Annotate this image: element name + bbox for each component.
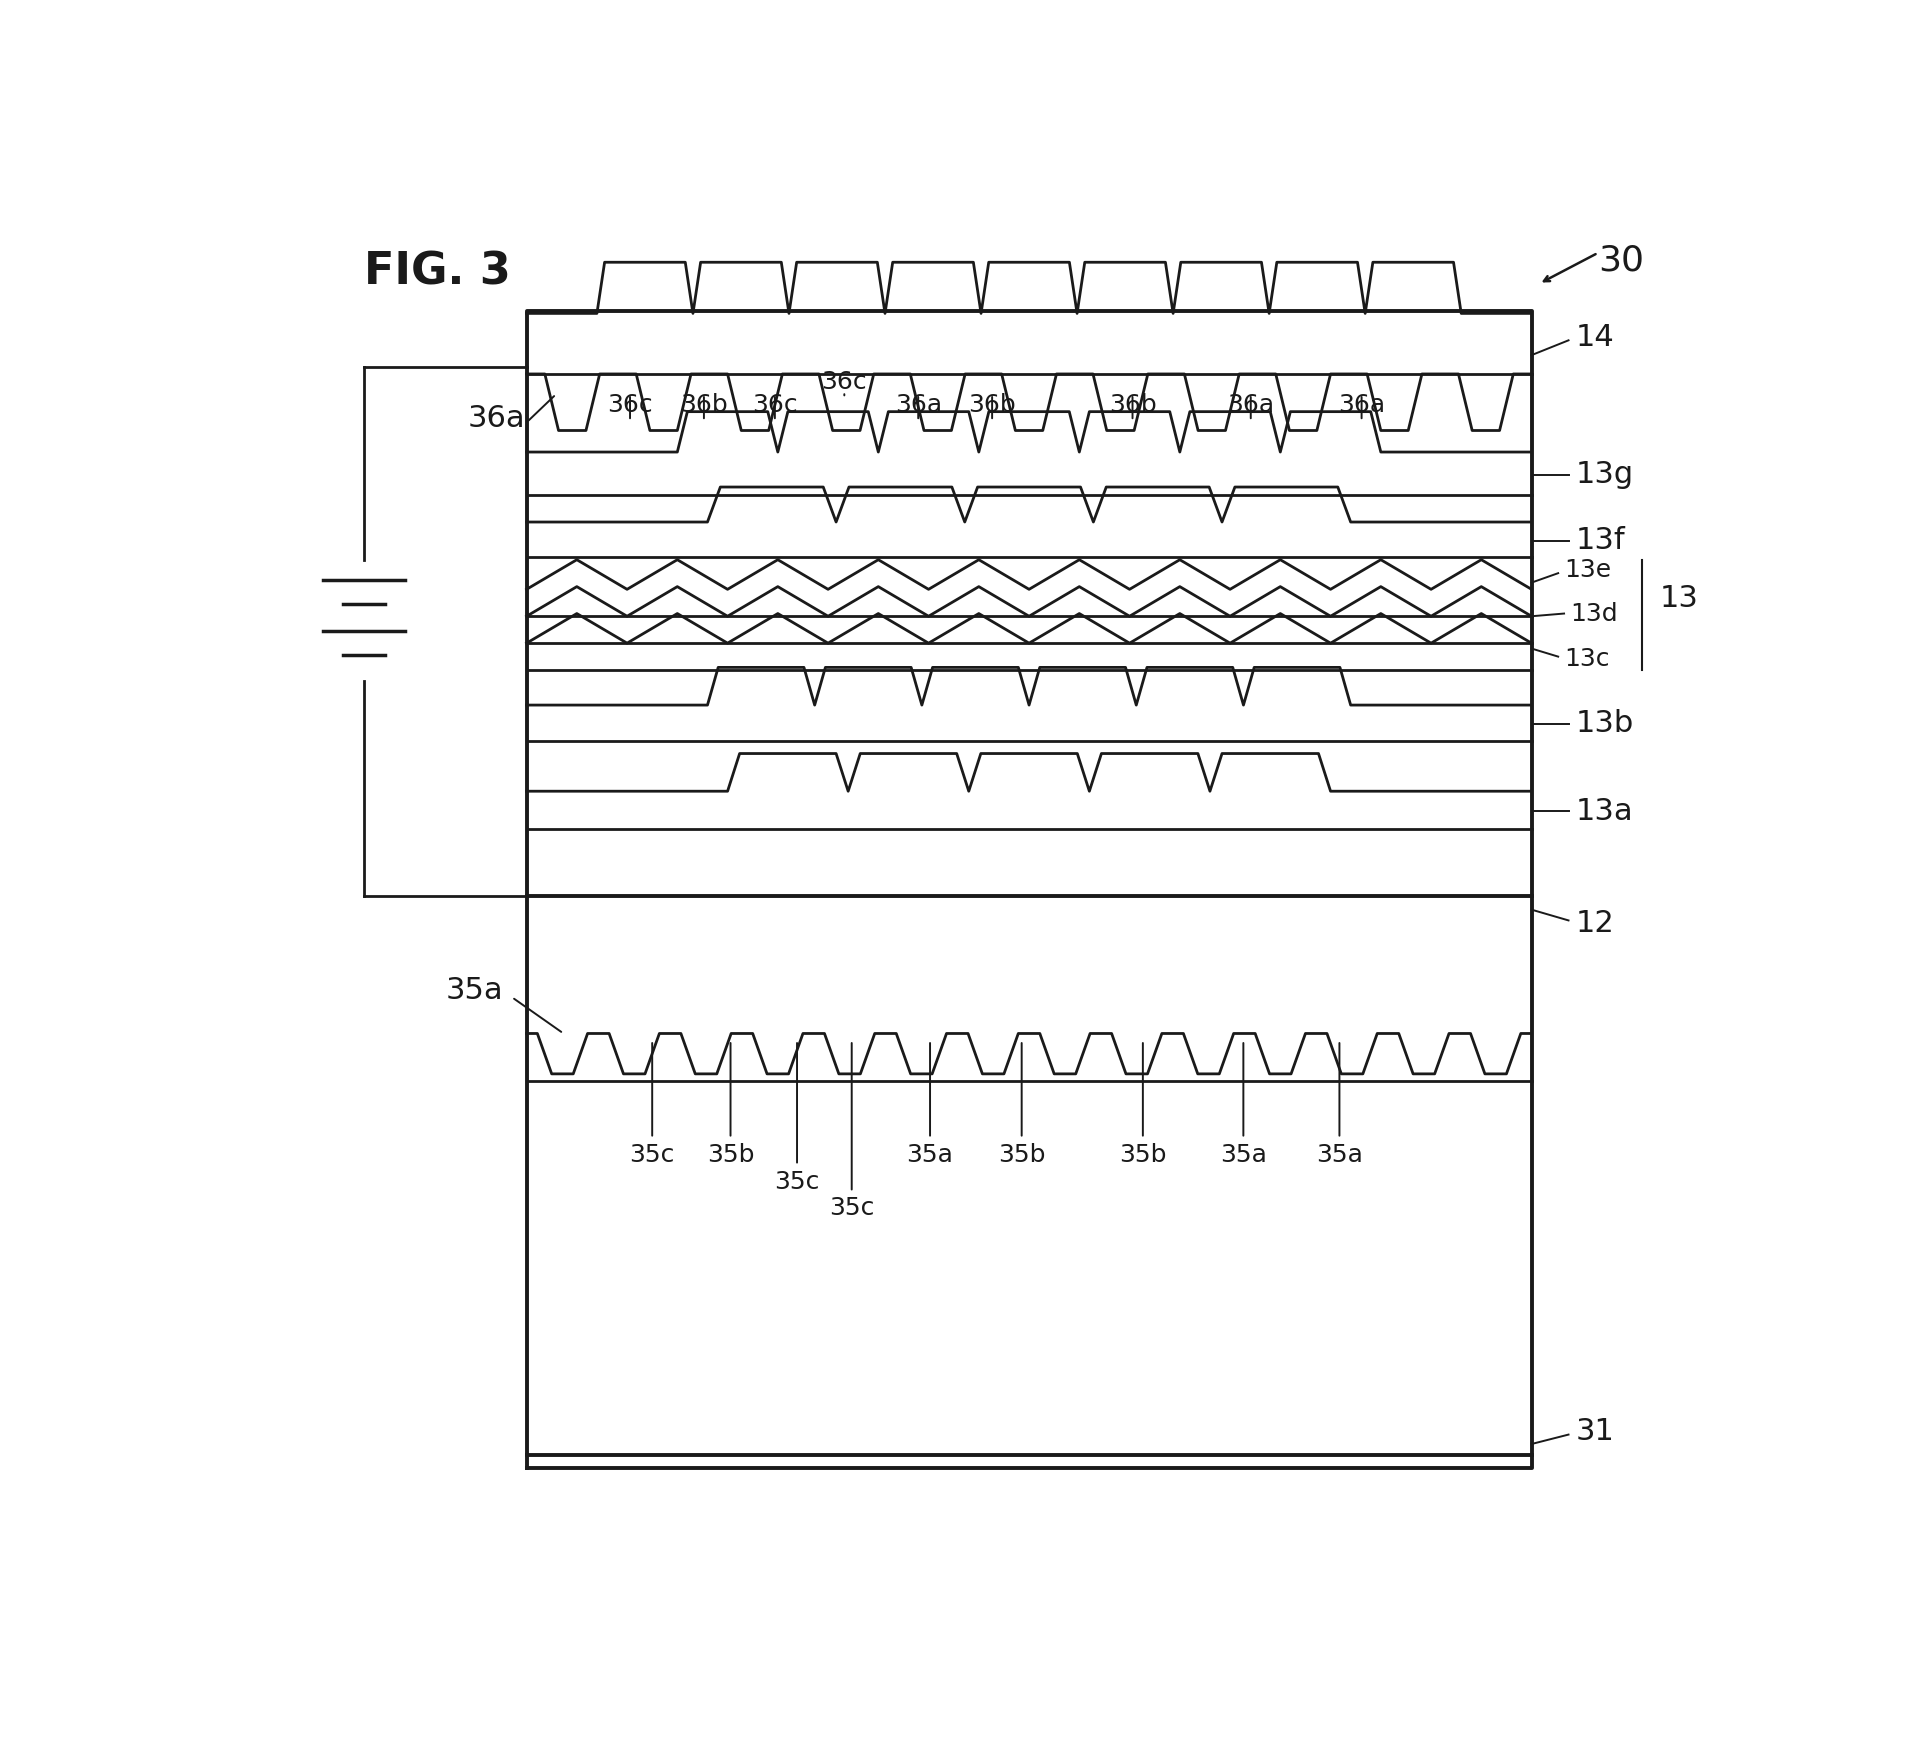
Text: 13g: 13g bbox=[1575, 460, 1634, 489]
Text: 12: 12 bbox=[1575, 909, 1615, 937]
Text: 36a: 36a bbox=[894, 393, 942, 418]
Text: 35b: 35b bbox=[997, 1143, 1045, 1166]
Text: 13c: 13c bbox=[1564, 647, 1610, 671]
Text: 36c: 36c bbox=[606, 393, 652, 418]
Text: 31: 31 bbox=[1575, 1418, 1615, 1446]
Text: 14: 14 bbox=[1575, 323, 1615, 351]
Text: 35c: 35c bbox=[774, 1169, 820, 1194]
Text: 35b: 35b bbox=[707, 1143, 755, 1166]
Text: 36c: 36c bbox=[751, 393, 797, 418]
Text: 13: 13 bbox=[1661, 584, 1699, 614]
Text: 13a: 13a bbox=[1575, 797, 1634, 825]
Text: 13e: 13e bbox=[1564, 558, 1611, 582]
Text: 36a: 36a bbox=[467, 404, 524, 434]
Text: 35a: 35a bbox=[444, 975, 503, 1005]
Text: 35c: 35c bbox=[629, 1143, 675, 1166]
Text: 36b: 36b bbox=[681, 393, 728, 418]
Text: 36a: 36a bbox=[1339, 393, 1384, 418]
Text: 13f: 13f bbox=[1575, 526, 1625, 556]
Text: 30: 30 bbox=[1598, 243, 1644, 278]
Text: 35c: 35c bbox=[830, 1196, 875, 1220]
Text: 36a: 36a bbox=[1228, 393, 1274, 418]
Text: 36c: 36c bbox=[822, 371, 868, 393]
Text: 35b: 35b bbox=[1119, 1143, 1167, 1166]
Text: 36b: 36b bbox=[1108, 393, 1156, 418]
Text: 13d: 13d bbox=[1569, 601, 1617, 626]
Text: 35a: 35a bbox=[906, 1143, 954, 1166]
Text: 13b: 13b bbox=[1575, 710, 1634, 738]
Text: 36b: 36b bbox=[969, 393, 1016, 418]
Text: 35a: 35a bbox=[1316, 1143, 1364, 1166]
Text: FIG. 3: FIG. 3 bbox=[364, 250, 511, 294]
Text: 35a: 35a bbox=[1220, 1143, 1266, 1166]
